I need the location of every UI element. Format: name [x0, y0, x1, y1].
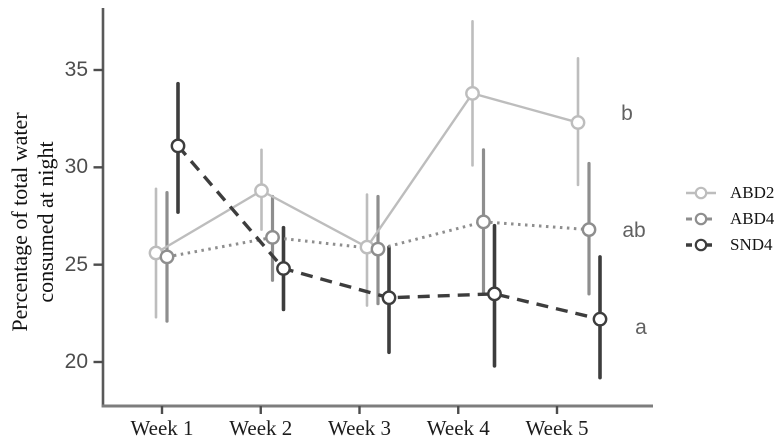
legend-item-abd2: ABD2 — [684, 183, 774, 202]
marker-abd2-week5 — [570, 115, 586, 130]
abd2-line-marker-icon — [686, 186, 716, 200]
x-tick-label-week4: Week 4 — [426, 416, 490, 440]
marker-abd4-week5 — [581, 222, 597, 238]
legend-label-abd4: ABD4 — [730, 209, 774, 228]
marker-abd4-week1 — [159, 249, 175, 265]
legend-circle-snd4 — [694, 238, 708, 252]
y-tick-label-25: 25 — [64, 252, 88, 276]
abd4-line-marker-icon — [686, 212, 716, 226]
y-tick-label-30: 30 — [64, 155, 88, 179]
legend-item-snd4: SND4 — [684, 235, 774, 254]
sig-label-abd4: ab — [622, 219, 646, 242]
y-axis-title-line1: Percentage of total water — [7, 112, 32, 332]
y-tick-label-35: 35 — [64, 58, 88, 81]
legend-label-abd2: ABD2 — [730, 183, 774, 202]
legend-label-snd4: SND4 — [730, 235, 773, 254]
marker-snd4-week3 — [381, 290, 397, 306]
marker-snd4-week2 — [276, 261, 291, 276]
marker-abd4-week4 — [476, 214, 491, 230]
y-axis-title: Percentage of total water consumed at ni… — [7, 72, 61, 372]
marker-abd4-week2 — [265, 230, 280, 245]
x-tick-label-week1: Week 1 — [130, 416, 194, 440]
marker-snd4-week1 — [170, 138, 186, 154]
y-tick-label-20: 20 — [64, 350, 88, 373]
x-tick-label-week3: Week 3 — [327, 416, 392, 440]
marker-snd4-week5 — [592, 311, 608, 327]
marker-abd2-week2 — [254, 183, 269, 199]
legend-circle-abd4 — [694, 212, 708, 226]
y-axis-title-line2: consumed at night — [33, 141, 58, 303]
sig-label-snd4: a — [635, 316, 647, 339]
snd4-line-marker-icon — [686, 238, 716, 252]
line-abd4 — [166, 220, 590, 259]
marker-abd2-week4 — [465, 85, 480, 101]
marker-abd4-week3 — [370, 241, 386, 257]
x-tick-label-week2: Week 2 — [229, 416, 293, 440]
x-tick-label-week5: Week 5 — [525, 416, 589, 440]
legend-item-abd4: ABD4 — [684, 209, 774, 228]
sig-label-abd2: b — [621, 102, 633, 125]
legend-circle-abd2 — [694, 186, 708, 200]
legend: ABD2 ABD4 SND4 — [684, 183, 774, 263]
marker-snd4-week4 — [487, 286, 502, 302]
